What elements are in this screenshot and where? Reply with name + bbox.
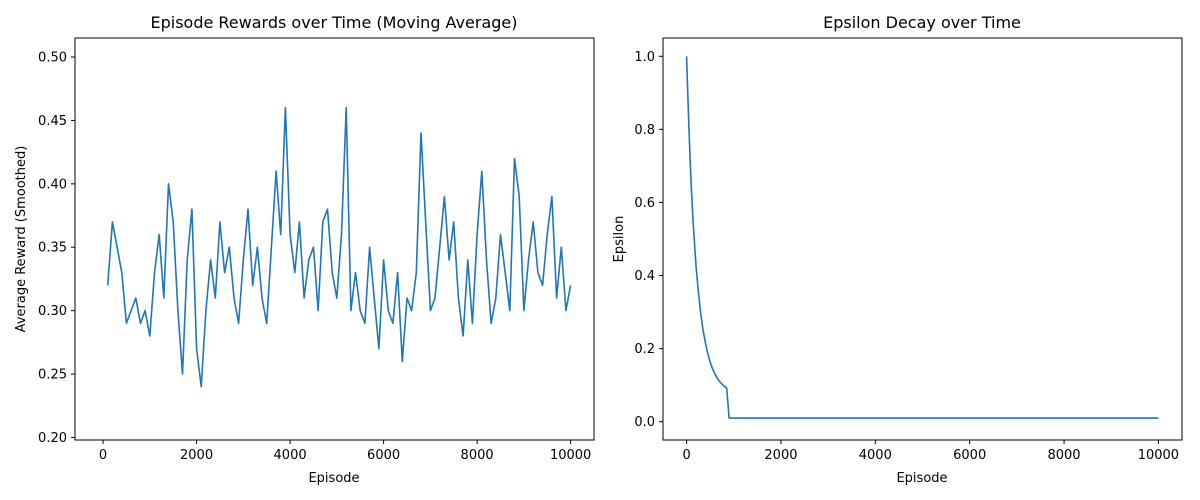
epsilon-y-tick-label: 0.2 bbox=[634, 342, 655, 357]
epsilon-x-tick-label: 0 bbox=[682, 448, 690, 463]
rewards-x-ticks: 0 2000 4000 6000 8000 10000 bbox=[99, 440, 591, 463]
rewards-x-tick-label: 6000 bbox=[367, 448, 400, 463]
epsilon-series-line-0 bbox=[685, 56, 1159, 419]
epsilon-y-tick-label: 0.4 bbox=[634, 269, 655, 284]
rewards-y-tick-label: 0.30 bbox=[38, 304, 67, 319]
rewards-y-tick-label: 0.50 bbox=[38, 51, 67, 66]
rewards-x-tick-label: 2000 bbox=[180, 448, 213, 463]
rewards-chart-title: Episode Rewards over Time (Moving Averag… bbox=[150, 13, 517, 32]
epsilon-y-tick-label: 1.0 bbox=[634, 50, 655, 65]
epsilon-y-tick-label: 0.0 bbox=[634, 415, 655, 430]
epsilon-x-tick-label: 6000 bbox=[953, 448, 986, 463]
rewards-y-ticks: 0.20 0.25 0.30 0.35 0.40 0.45 0.50 bbox=[38, 51, 75, 446]
epsilon-chart: Epsilon Decay over Time 0 2000 4000 6000 800… bbox=[612, 13, 1183, 486]
epsilon-plot-area bbox=[662, 37, 1183, 441]
rewards-plot-area bbox=[74, 37, 595, 441]
rewards-x-tick-label: 8000 bbox=[461, 448, 494, 463]
rewards-x-tick-label: 10000 bbox=[550, 448, 591, 463]
epsilon-x-tick-label: 8000 bbox=[1047, 448, 1080, 463]
rewards-y-axis-label: Average Reward (Smoothed) bbox=[14, 146, 29, 333]
epsilon-x-tick-label: 4000 bbox=[859, 448, 892, 463]
epsilon-y-tick-label: 0.6 bbox=[634, 196, 655, 211]
rewards-y-tick-label: 0.20 bbox=[38, 431, 67, 446]
rewards-y-tick-label: 0.25 bbox=[38, 368, 67, 383]
epsilon-y-axis-label: Epsilon bbox=[612, 216, 627, 263]
epsilon-x-ticks: 0 2000 4000 6000 8000 10000 bbox=[682, 440, 1179, 463]
epsilon-y-ticks: 0.0 0.2 0.4 0.6 0.8 1.0 bbox=[634, 50, 663, 430]
rewards-y-tick-label: 0.45 bbox=[38, 114, 67, 129]
rewards-axes-frame bbox=[74, 37, 595, 441]
rewards-x-tick-label: 4000 bbox=[274, 448, 307, 463]
rewards-x-axis-label: Episode bbox=[308, 471, 359, 486]
rewards-x-tick-label: 0 bbox=[99, 448, 107, 463]
rewards-y-tick-label: 0.40 bbox=[38, 177, 67, 192]
epsilon-axes-frame bbox=[662, 37, 1183, 441]
epsilon-x-axis-label: Episode bbox=[896, 471, 947, 486]
epsilon-y-tick-label: 0.8 bbox=[634, 123, 655, 138]
epsilon-x-tick-label: 10000 bbox=[1138, 448, 1179, 463]
rewards-series-line-0 bbox=[106, 106, 572, 388]
rewards-y-tick-label: 0.35 bbox=[38, 241, 67, 256]
rewards-chart: Episode Rewards over Time (Moving Averag… bbox=[14, 13, 595, 486]
epsilon-chart-title: Epsilon Decay over Time bbox=[823, 13, 1021, 32]
epsilon-x-tick-label: 2000 bbox=[764, 448, 797, 463]
